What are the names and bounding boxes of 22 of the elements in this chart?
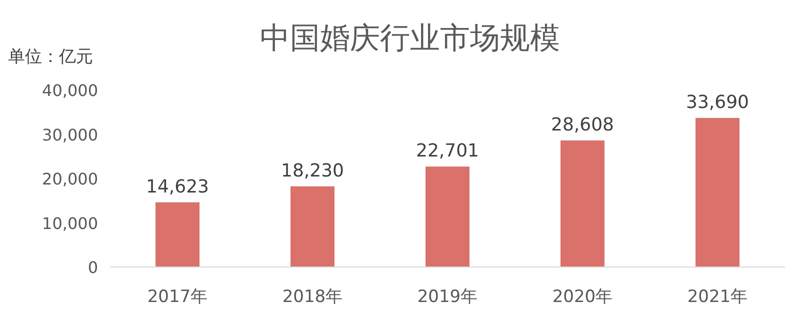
x-tick-label: 2021年 xyxy=(687,287,748,307)
data-label: 22,701 xyxy=(416,140,479,162)
bar xyxy=(696,118,740,267)
y-tick-label: 20,000 xyxy=(42,170,98,188)
data-label: 28,608 xyxy=(551,114,614,136)
y-axis-title: 单位：亿元 xyxy=(8,47,93,67)
x-tick-label: 2020年 xyxy=(552,287,613,307)
bar xyxy=(156,202,200,267)
bar xyxy=(426,166,470,267)
y-tick-label: 10,000 xyxy=(42,214,98,233)
y-tick-label: 0 xyxy=(88,258,98,277)
data-label: 18,230 xyxy=(281,160,344,182)
x-tick-label: 2017年 xyxy=(147,287,208,307)
y-tick-label: 40,000 xyxy=(42,81,98,100)
data-label: 14,623 xyxy=(146,176,209,198)
bar xyxy=(560,140,604,267)
bar xyxy=(290,186,334,267)
x-tick-label: 2018年 xyxy=(282,287,343,307)
x-tick-label: 2019年 xyxy=(417,287,478,307)
y-tick-label: 30,000 xyxy=(42,125,98,144)
data-label: 33,690 xyxy=(686,92,749,113)
chart-title: 中国婚庆行业市场规模 xyxy=(260,21,560,56)
